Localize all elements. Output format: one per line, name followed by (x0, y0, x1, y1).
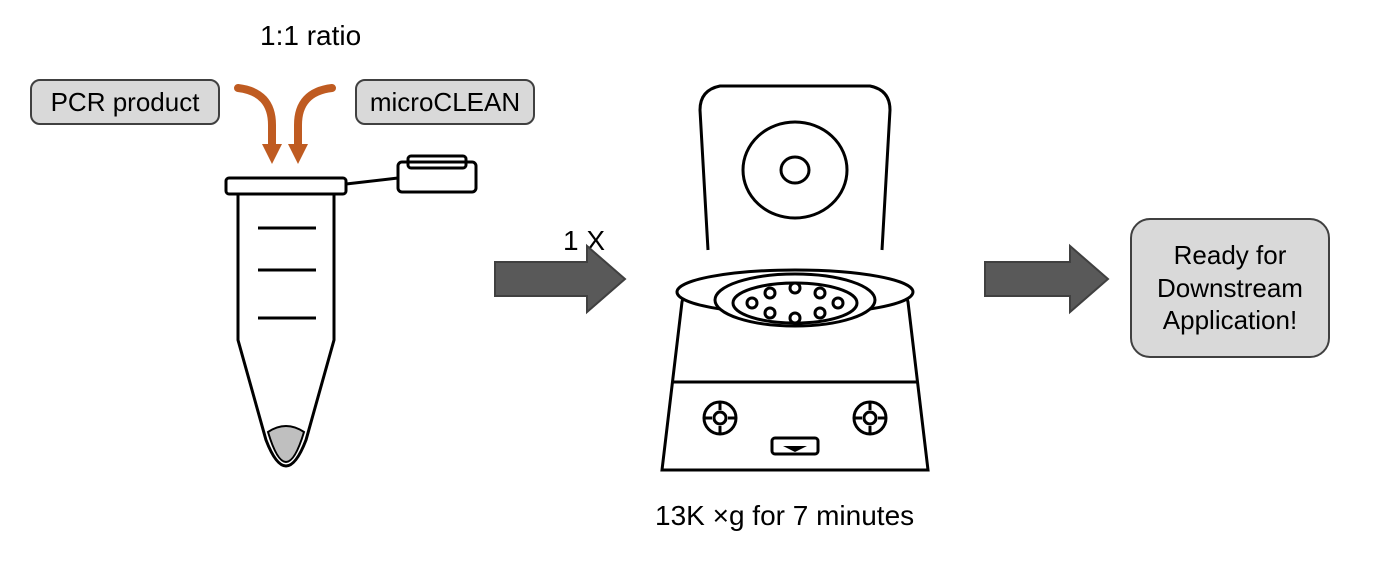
input-arrow-left (238, 88, 282, 164)
centrifuge-icon (662, 86, 928, 470)
tube-icon (226, 156, 476, 466)
input-arrow-right (288, 88, 332, 164)
arrow-to-centrifuge (495, 246, 625, 312)
arrow-to-ready (985, 246, 1108, 312)
diagram-canvas (0, 0, 1380, 574)
